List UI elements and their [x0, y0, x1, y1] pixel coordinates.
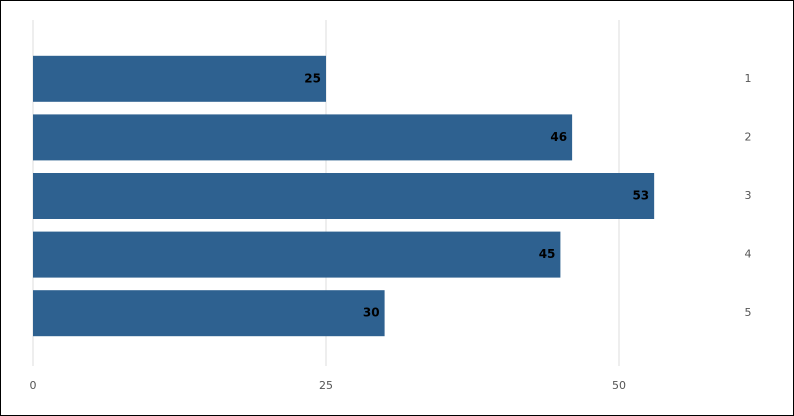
value-label: 45: [539, 247, 556, 261]
x-tick-label: 0: [30, 379, 37, 392]
category-label: 4: [745, 248, 752, 261]
bar: [33, 55, 326, 102]
value-label: 46: [550, 130, 567, 144]
bar: [33, 231, 561, 278]
category-label: 2: [745, 130, 752, 143]
category-label: 1: [745, 72, 752, 85]
x-tick-label: 25: [319, 379, 333, 392]
value-label: 53: [632, 189, 649, 203]
bar: [33, 173, 655, 219]
category-label: 3: [745, 189, 752, 202]
category-label: 5: [745, 306, 752, 319]
value-label: 25: [304, 71, 321, 85]
value-label: 30: [363, 306, 380, 320]
bar: [33, 290, 385, 337]
x-tick-label: 50: [612, 379, 626, 392]
bar: [33, 114, 573, 161]
